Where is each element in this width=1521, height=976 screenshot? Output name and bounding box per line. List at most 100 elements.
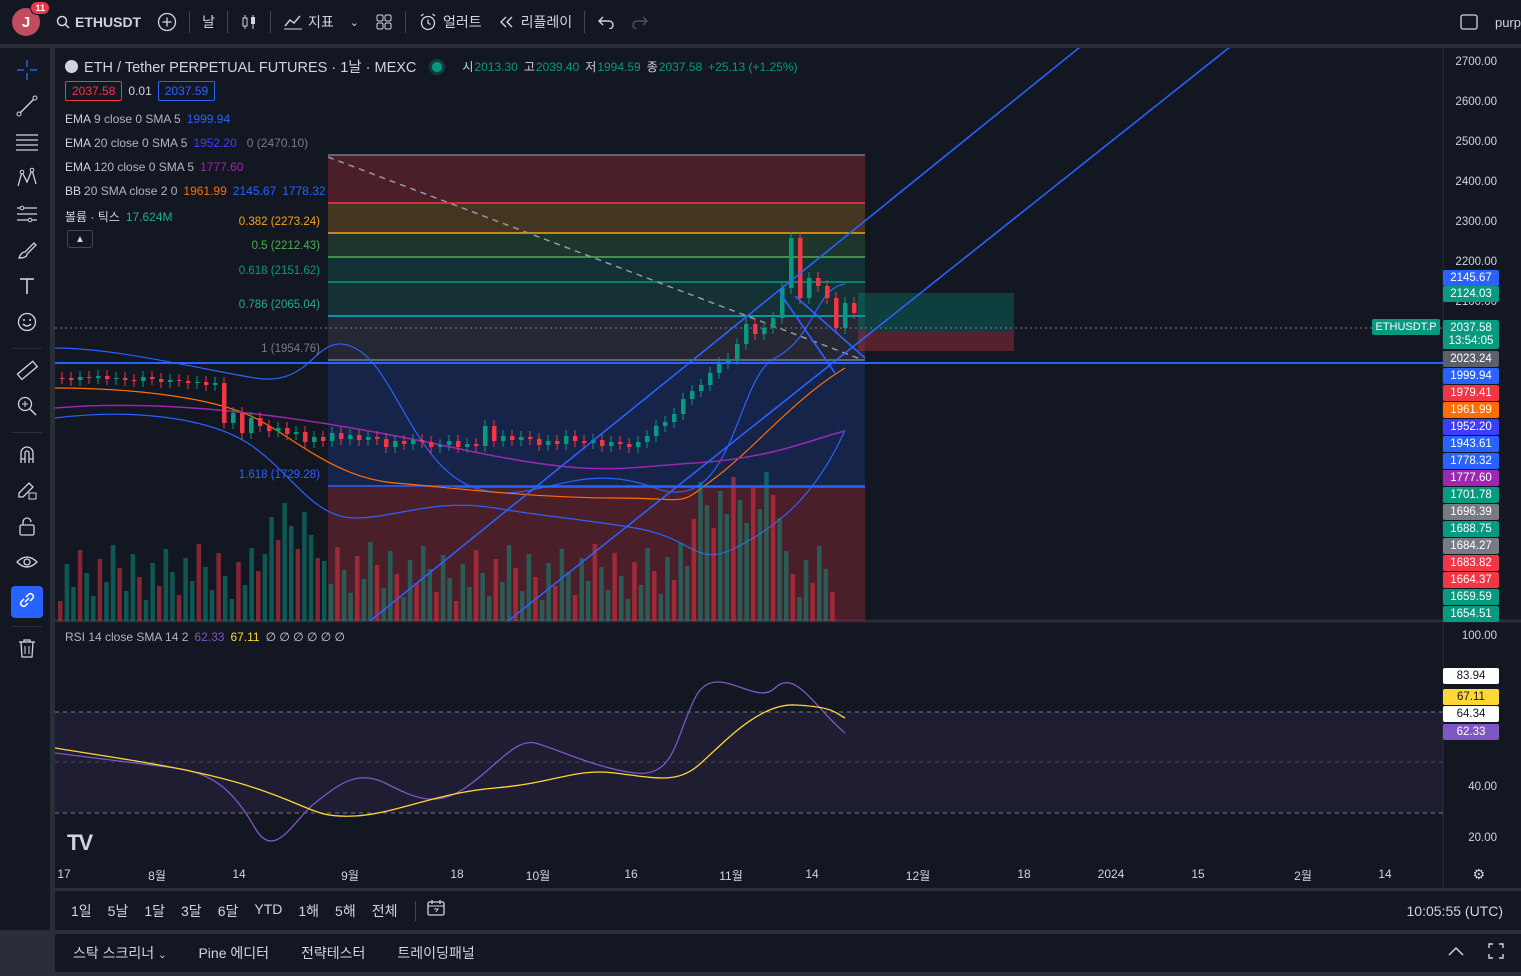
period-button[interactable]: 5해 xyxy=(335,902,356,919)
candle-body xyxy=(753,324,758,334)
compare-button[interactable] xyxy=(149,7,185,37)
text-tool[interactable] xyxy=(11,272,43,304)
open-label: 시 xyxy=(462,60,474,74)
period-button[interactable]: 3달 xyxy=(181,902,202,919)
spread-value: 0.01 xyxy=(128,84,152,98)
rsi-band xyxy=(55,712,1443,813)
replay-button[interactable]: 리플레이 xyxy=(490,7,581,37)
undo-button[interactable] xyxy=(589,7,623,37)
tab-pine-editor[interactable]: Pine 에디터 xyxy=(198,943,269,963)
chevron-up-icon[interactable] xyxy=(1447,944,1465,962)
hide-tool[interactable] xyxy=(11,548,43,580)
volume-bar xyxy=(374,565,380,621)
candle-body xyxy=(762,328,767,334)
interval-button[interactable]: 날 xyxy=(194,7,223,37)
volume-bar xyxy=(830,592,835,621)
volume-bar xyxy=(553,586,558,621)
indicator-ema120[interactable]: EMA 120 close 0 SMA 5 1777.60 xyxy=(65,160,243,174)
ask-button[interactable]: 2037.59 xyxy=(157,81,216,101)
chart-canvas[interactable] xyxy=(55,48,1521,888)
period-button[interactable]: 1일 xyxy=(71,902,92,919)
time-tick: 14 xyxy=(805,867,819,881)
pattern-tool[interactable] xyxy=(11,164,43,196)
candle-body xyxy=(312,437,317,442)
trend-line xyxy=(779,292,836,374)
forecast-tool[interactable] xyxy=(11,200,43,232)
interval-label: 날 xyxy=(202,14,216,30)
settings-gear-icon[interactable]: ⚙ xyxy=(1472,866,1485,882)
maximize-icon[interactable] xyxy=(1487,942,1505,965)
templates-button[interactable]: ⌄ xyxy=(342,7,367,37)
indicator-ema20[interactable]: EMA 20 close 0 SMA 5 1952.20 0 (2470.10) xyxy=(65,136,308,150)
emoji-tool[interactable] xyxy=(11,308,43,340)
brush-tool[interactable] xyxy=(11,236,43,268)
indicator-params: 120 close 0 SMA 5 xyxy=(94,160,195,174)
fib-retracement[interactable] xyxy=(327,154,1014,621)
period-button[interactable]: 1달 xyxy=(144,902,166,919)
legend-title[interactable]: ETH / Tether PERPETUAL FUTURES · 1날 · ME… xyxy=(84,60,417,76)
redo-button[interactable] xyxy=(623,7,657,37)
candle-body xyxy=(519,437,524,440)
rsi-legend[interactable]: RSI 14 close SMA 14 2 62.33 67.11 ∅ ∅ ∅ … xyxy=(65,630,345,644)
fib-zone xyxy=(328,233,865,257)
period-button[interactable]: 5날 xyxy=(107,902,129,919)
mexc-logo-icon xyxy=(65,60,78,73)
period-button[interactable]: 전체 xyxy=(371,902,398,919)
tab-stock-screener[interactable]: 스탁 스크리너 ⌄ xyxy=(73,943,166,963)
indicator-ema9[interactable]: EMA 9 close 0 SMA 5 1999.94 xyxy=(65,112,230,126)
candle-body xyxy=(501,436,506,441)
trend-lines[interactable] xyxy=(55,48,1443,622)
tab-strategy-tester[interactable]: 전략테스터 xyxy=(301,943,365,963)
time-tick: 10월 xyxy=(525,869,551,883)
collapse-legend-button[interactable]: ▲ xyxy=(67,230,93,248)
volume-bar xyxy=(275,540,281,621)
user-avatar[interactable]: J 11 xyxy=(12,1,50,36)
volume-bar xyxy=(751,486,756,621)
indicators-button[interactable]: 지표 xyxy=(275,7,342,37)
volume-bar xyxy=(348,593,353,621)
lock-drawing-tool[interactable] xyxy=(11,476,43,508)
chart-type-button[interactable] xyxy=(232,7,266,37)
bid-button[interactable]: 2037.58 xyxy=(65,81,123,101)
remove-drawings-tool[interactable] xyxy=(11,634,43,666)
chevron-up-icon: ▲ xyxy=(75,233,85,245)
symbol-search-button[interactable]: ETHUSDT xyxy=(48,7,149,37)
indicator-bb[interactable]: BB 20 SMA close 2 0 1961.99 2145.67 1778… xyxy=(65,184,326,198)
volume-bar xyxy=(427,569,433,621)
period-button[interactable]: 6달 xyxy=(217,902,239,919)
volume-bar xyxy=(586,581,591,621)
tab-trading-panel[interactable]: 트레이딩패널 xyxy=(397,943,474,963)
goto-date-icon[interactable] xyxy=(426,898,446,923)
sync-drawing-tool[interactable] xyxy=(11,586,43,618)
magnet-tool[interactable] xyxy=(11,440,43,472)
candle-body xyxy=(474,444,479,446)
time-tick: 18 xyxy=(1017,867,1031,881)
price-tick: 2700.00 xyxy=(1455,56,1497,68)
volume-bar xyxy=(150,563,155,621)
indicator-volume[interactable]: 볼륨 · 틱스 17.624M xyxy=(65,208,173,225)
chart-pane[interactable]: TV ETH / Tether PERPETUAL FUTURES · 1날 ·… xyxy=(55,48,1521,888)
clock[interactable]: 10:05:55 (UTC) xyxy=(1406,902,1503,919)
volume-bar xyxy=(401,597,406,621)
candle-body xyxy=(780,288,785,318)
period-button[interactable]: 1해 xyxy=(298,902,320,919)
candle-body xyxy=(456,441,461,447)
period-button[interactable]: YTD xyxy=(254,900,283,917)
crosshair-tool[interactable] xyxy=(11,56,43,88)
lock-all-tool[interactable] xyxy=(11,512,43,544)
volume-bar xyxy=(467,587,472,621)
zoom-tool[interactable] xyxy=(11,392,43,424)
measure-tool[interactable] xyxy=(11,356,43,388)
volume-bar xyxy=(315,558,320,621)
alert-button[interactable]: 얼러트 xyxy=(410,7,490,37)
fullscreen-button[interactable] xyxy=(1451,7,1487,37)
candle-body xyxy=(834,298,839,328)
horizontal-lines-tool[interactable] xyxy=(11,128,43,160)
chevron-down-icon: ⌄ xyxy=(158,950,167,961)
profile-name[interactable]: purp xyxy=(1487,7,1521,37)
volume-bar xyxy=(269,517,274,621)
layout-button[interactable] xyxy=(367,7,401,37)
rsi-ma-line xyxy=(55,704,846,817)
candle-body xyxy=(177,380,182,381)
trendline-tool[interactable] xyxy=(11,92,43,124)
